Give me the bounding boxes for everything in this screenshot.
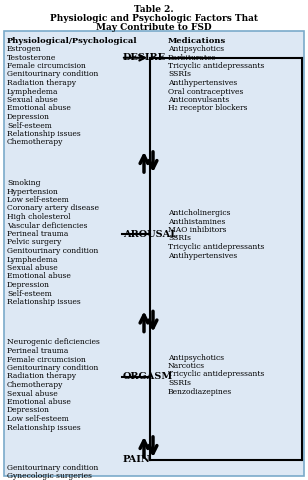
Text: Hypertension: Hypertension bbox=[7, 188, 59, 195]
Text: Antipsychotics: Antipsychotics bbox=[168, 45, 224, 53]
Text: Antihypertensives: Antihypertensives bbox=[168, 79, 237, 87]
Text: Perineal trauma: Perineal trauma bbox=[7, 347, 68, 355]
Text: Oral contraceptives: Oral contraceptives bbox=[168, 87, 243, 96]
Text: Barbiturates: Barbiturates bbox=[168, 53, 217, 61]
Text: Gynecologic surgeries: Gynecologic surgeries bbox=[7, 472, 92, 480]
Text: Physiologic and Psychologic Factors That: Physiologic and Psychologic Factors That bbox=[50, 14, 258, 23]
Text: Antihistamines: Antihistamines bbox=[168, 217, 225, 226]
Text: Genitourinary condition: Genitourinary condition bbox=[7, 464, 98, 472]
Text: Chemotherapy: Chemotherapy bbox=[7, 381, 63, 389]
Text: Tricyclic antidepressants: Tricyclic antidepressants bbox=[168, 62, 264, 70]
Text: Anticonvulsants: Anticonvulsants bbox=[168, 96, 229, 104]
Text: Emotional abuse: Emotional abuse bbox=[7, 398, 71, 406]
Text: MAO inhibitors: MAO inhibitors bbox=[168, 226, 226, 234]
Text: Depression: Depression bbox=[7, 113, 50, 121]
Text: Self-esteem: Self-esteem bbox=[7, 289, 52, 298]
Text: Pelvic surgery: Pelvic surgery bbox=[7, 239, 61, 247]
Text: High cholesterol: High cholesterol bbox=[7, 213, 71, 221]
Text: May Contribute to FSD: May Contribute to FSD bbox=[96, 23, 212, 32]
Text: Estrogen: Estrogen bbox=[7, 45, 42, 53]
Text: Genitourinary condition: Genitourinary condition bbox=[7, 364, 98, 372]
Text: ORGASM: ORGASM bbox=[123, 372, 173, 381]
Text: Benzodiazepines: Benzodiazepines bbox=[168, 387, 232, 396]
Text: DESIRE: DESIRE bbox=[123, 53, 166, 62]
Text: Tricyclic antidepressants: Tricyclic antidepressants bbox=[168, 243, 264, 251]
Text: Anticholinergics: Anticholinergics bbox=[168, 209, 230, 217]
Text: Medications: Medications bbox=[168, 37, 226, 45]
Text: Radiation therapy: Radiation therapy bbox=[7, 79, 76, 87]
Text: Neurogenic deficiencies: Neurogenic deficiencies bbox=[7, 338, 100, 347]
Text: Coronary artery disease: Coronary artery disease bbox=[7, 204, 99, 213]
Text: SSRIs: SSRIs bbox=[168, 379, 191, 387]
Text: Depression: Depression bbox=[7, 407, 50, 415]
Text: Narcotics: Narcotics bbox=[168, 362, 205, 370]
Text: Sexual abuse: Sexual abuse bbox=[7, 264, 58, 272]
Text: Emotional abuse: Emotional abuse bbox=[7, 105, 71, 112]
Text: Perineal trauma: Perineal trauma bbox=[7, 230, 68, 238]
Text: Antipsychotics: Antipsychotics bbox=[168, 353, 224, 361]
Text: Antihypertensives: Antihypertensives bbox=[168, 252, 237, 260]
Text: Low self-esteem: Low self-esteem bbox=[7, 196, 69, 204]
Text: Genitourinary condition: Genitourinary condition bbox=[7, 247, 98, 255]
Text: AROUSAL: AROUSAL bbox=[123, 230, 177, 239]
Text: Relationship issues: Relationship issues bbox=[7, 298, 81, 306]
Text: Female circumcision: Female circumcision bbox=[7, 356, 86, 363]
Text: Table 2.: Table 2. bbox=[134, 5, 174, 14]
Text: Lymphedema: Lymphedema bbox=[7, 255, 59, 264]
Text: Relationship issues: Relationship issues bbox=[7, 423, 81, 432]
Text: Sexual abuse: Sexual abuse bbox=[7, 96, 58, 104]
Text: Radiation therapy: Radiation therapy bbox=[7, 372, 76, 381]
Text: Self-esteem: Self-esteem bbox=[7, 121, 52, 130]
Text: H₂ receptor blockers: H₂ receptor blockers bbox=[168, 105, 248, 112]
Text: Depression: Depression bbox=[7, 281, 50, 289]
Text: SSRIs: SSRIs bbox=[168, 235, 191, 242]
Text: Testosterone: Testosterone bbox=[7, 53, 56, 61]
Text: Low self-esteem: Low self-esteem bbox=[7, 415, 69, 423]
Text: Vascular deficiencies: Vascular deficiencies bbox=[7, 221, 87, 229]
Text: Tricyclic antidepressants: Tricyclic antidepressants bbox=[168, 371, 264, 379]
Text: Genitourinary condition: Genitourinary condition bbox=[7, 71, 98, 79]
Text: SSRIs: SSRIs bbox=[168, 71, 191, 79]
Text: Emotional abuse: Emotional abuse bbox=[7, 273, 71, 280]
Text: Smoking: Smoking bbox=[7, 179, 40, 187]
Text: Chemotherapy: Chemotherapy bbox=[7, 139, 63, 146]
Text: Relationship issues: Relationship issues bbox=[7, 130, 81, 138]
Text: Female circumcision: Female circumcision bbox=[7, 62, 86, 70]
Text: Lymphedema: Lymphedema bbox=[7, 87, 59, 96]
Text: PAIN: PAIN bbox=[123, 455, 151, 464]
Text: Physiological/Psychological: Physiological/Psychological bbox=[7, 37, 138, 45]
Text: Sexual abuse: Sexual abuse bbox=[7, 389, 58, 397]
